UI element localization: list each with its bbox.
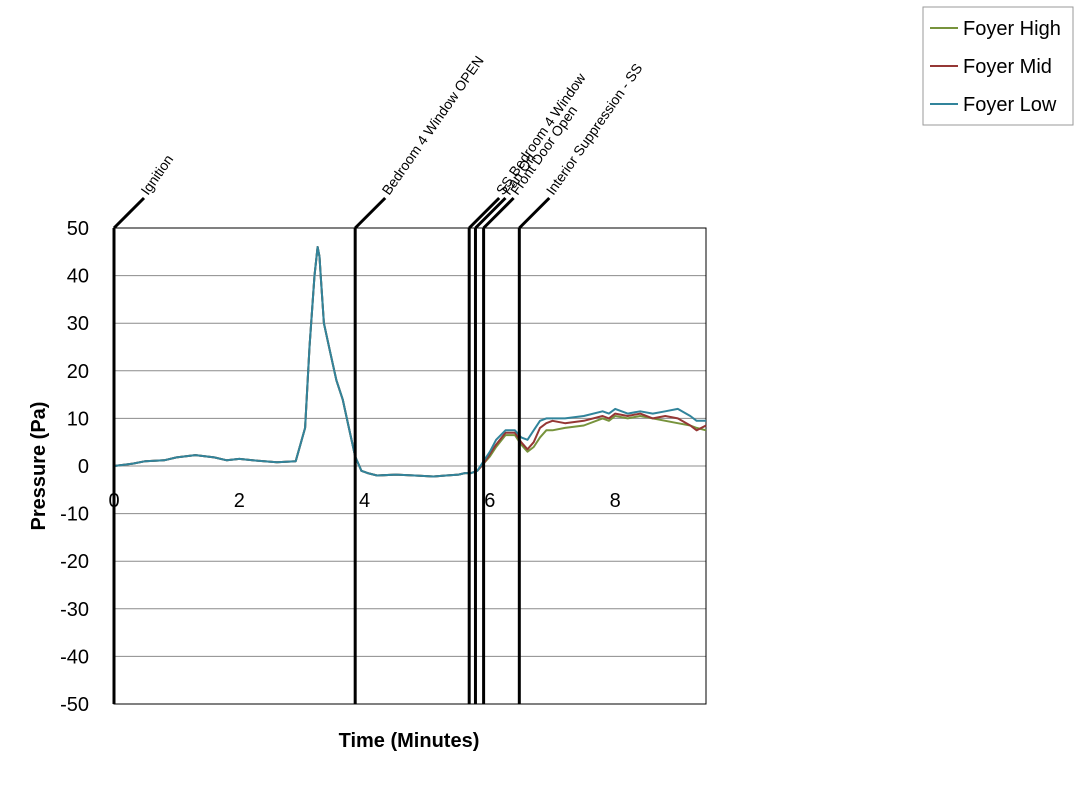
- y-tick-label: -10: [60, 504, 89, 526]
- y-tick-labels: 50 40 30 20 10 0 -10 -20 -30 -40 -50: [60, 218, 89, 716]
- event-leader: [354, 196, 387, 230]
- series-line-2: [113, 246, 706, 478]
- x-tick-label: 6: [484, 490, 495, 512]
- legend-label: Foyer Mid: [963, 56, 1052, 78]
- y-tick-label: -20: [60, 551, 89, 573]
- event-leader: [518, 196, 551, 230]
- series-lines: [113, 246, 707, 478]
- y-tick-label: 0: [78, 456, 89, 478]
- y-tick-label: 20: [67, 361, 89, 383]
- y-tick-label: 50: [67, 218, 89, 240]
- event-leader: [482, 196, 515, 230]
- y-tick-label: -50: [60, 694, 89, 716]
- x-axis-title: Time (Minutes): [339, 730, 480, 752]
- event-leader: [468, 196, 501, 230]
- event-leader: [474, 196, 507, 230]
- legend-label: Foyer Low: [963, 94, 1057, 116]
- y-tick-label: 30: [67, 313, 89, 335]
- y-tick-label: -40: [60, 646, 89, 668]
- x-tick-label: 2: [234, 490, 245, 512]
- event-leader: [112, 196, 146, 230]
- legend: Foyer High Foyer Mid Foyer Low: [922, 6, 1074, 126]
- legend-box: [922, 6, 1074, 126]
- x-tick-label: 8: [610, 490, 621, 512]
- legend-label: Foyer High: [963, 18, 1061, 40]
- y-axis-title: Pressure (Pa): [28, 402, 50, 531]
- x-tick-label: 4: [359, 490, 370, 512]
- y-tick-label: 10: [67, 408, 89, 430]
- y-tick-label: -30: [60, 599, 89, 621]
- y-tick-label: 40: [67, 266, 89, 288]
